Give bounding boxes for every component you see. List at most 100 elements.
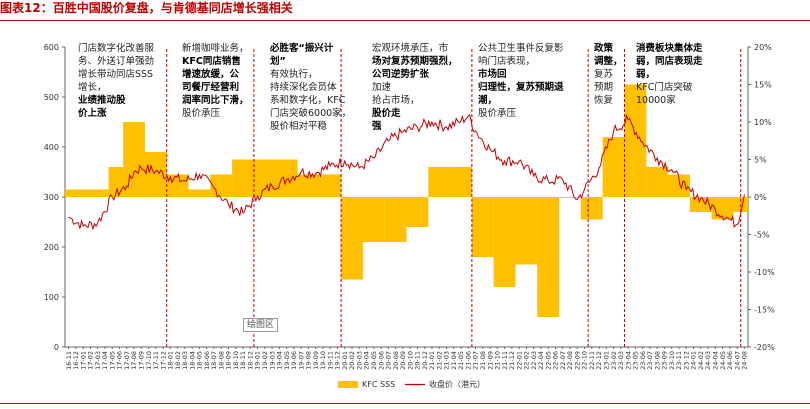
annotation-line: 响门店表现， [478, 56, 536, 67]
annotation-3: 必胜客“振兴计 划” 有效执行， 持续深化会员体 系和数字化，KFC 门店突破6000家，… [270, 42, 372, 133]
annotation-line: 场对复苏预期强烈， [372, 56, 458, 67]
annotation-line: 政策 [594, 43, 614, 54]
x-axis-tick-label: 17-04 [101, 351, 109, 370]
annotation-line: 消费板块集体走 [636, 43, 703, 54]
x-axis-tick-label: 17-09 [138, 351, 146, 370]
x-axis-tick-label: 23-09 [661, 351, 669, 370]
legend-bar-label: KFC SSS [362, 380, 395, 389]
annotation-line: 务、外送订单强劲 [78, 56, 155, 67]
annotation-1: 门店数字化改善服 务、外送订单强劲 增长带动同店SSS 增长， 业绩推动股 价上涨 [78, 42, 188, 120]
annotation-line: 调整， [594, 56, 623, 67]
sss-bar [65, 189, 109, 197]
sss-bar [602, 137, 625, 197]
x-axis-tick-label: 23-07 [646, 351, 654, 370]
sss-bar [232, 159, 254, 197]
annotation-line: 门店突破6000家， [270, 108, 352, 119]
x-axis-tick-label: 22-08 [566, 351, 574, 370]
x-axis-tick-label: 24-06 [726, 351, 734, 370]
x-axis-tick-label: 23-12 [682, 351, 690, 370]
x-axis-tick-label: 23-01 [603, 351, 611, 370]
x-axis-tick-label: 24-08 [741, 351, 749, 370]
x-axis-tick-label: 21-02 [435, 351, 443, 370]
x-axis-tick-label: 20-10 [406, 351, 414, 370]
x-axis-tick-label: 22-01 [515, 351, 523, 370]
x-axis-tick-label: 20-08 [392, 351, 400, 370]
annotation-2: 新增咖啡业务， KFC同店销售 增速放缓，公 司餐厅经营利 润率同比下滑， 股价承压 [182, 42, 274, 120]
x-axis-tick-label: 19-12 [334, 351, 342, 370]
x-axis-tick-label: 19-08 [305, 351, 313, 370]
annotation-line: 业绩推动股 [78, 95, 126, 106]
annotation-line: 系和数字化，KFC [270, 95, 346, 106]
legend-line-label: 收盘价（港元） [429, 379, 485, 389]
x-axis-tick-label: 17-10 [145, 351, 153, 370]
annotation-line: 10000家 [636, 95, 676, 106]
annotation-line: 强 [372, 121, 382, 132]
x-axis-tick-label: 17-01 [79, 351, 87, 370]
x-axis-tick-label: 19-11 [326, 351, 334, 370]
x-axis-tick-label: 17-11 [152, 351, 160, 370]
x-axis-tick-label: 22-04 [537, 351, 545, 370]
x-axis-tick-label: 24-01 [690, 351, 698, 370]
x-axis-tick-label: 21-12 [508, 351, 516, 370]
x-axis-tick-label: 20-11 [414, 351, 422, 370]
annotation-line: 增长带动同店SSS [78, 69, 154, 80]
title-rule [0, 20, 810, 21]
x-axis-tick-label: 21-10 [494, 351, 502, 370]
annotation-line: 司餐厅经营利 [182, 82, 240, 93]
right-axis-tick-label: -15% [754, 306, 775, 315]
sss-bar [188, 189, 211, 197]
x-axis-tick-label: 21-05 [457, 351, 465, 370]
x-axis-tick-label: 18-10 [232, 351, 240, 370]
x-axis-tick-label: 18-11 [239, 351, 247, 370]
x-axis-tick-label: 17-12 [159, 351, 167, 370]
x-axis-tick-label: 17-06 [116, 351, 124, 370]
sss-bar [493, 197, 516, 287]
x-axis-tick-label: 20-05 [370, 351, 378, 370]
x-axis-tick-label: 18-02 [174, 351, 182, 370]
x-axis-tick-label: 19-04 [276, 351, 284, 370]
x-axis-tick-label: 22-02 [523, 351, 531, 370]
annotation-line: 增速放缓，公 [182, 69, 240, 80]
x-axis-tick-label: 18-08 [217, 351, 225, 370]
sss-bar [711, 197, 734, 220]
x-axis-tick-label: 23-11 [675, 351, 683, 370]
x-axis-tick-label: 20-02 [348, 351, 356, 370]
right-axis-tick-label: 15% [754, 81, 772, 90]
left-axis-tick-label: 0 [54, 343, 59, 352]
annotation-line: 弱，同店表现走 [636, 56, 703, 67]
x-axis-tick-label: 17-08 [130, 351, 138, 370]
x-axis-tick-label: 23-10 [668, 351, 676, 370]
annotation-line: KFC同店销售 [182, 56, 241, 67]
x-axis-tick-label: 19-10 [319, 351, 327, 370]
annotation-5: 公共卫生事件反复影 响门店表现， 市场回 归理性，复苏预期退 潮， 股价承压 [478, 42, 582, 120]
x-axis-tick-label: 24-02 [697, 351, 705, 370]
x-axis-tick-label: 18-01 [167, 351, 175, 370]
x-axis-tick-label: 19-05 [283, 351, 291, 370]
annotation-line: 公共卫生事件反复影 [478, 43, 564, 54]
x-axis-tick-label: 21-07 [472, 351, 480, 370]
annotation-line: 润率同比下滑， [182, 95, 249, 106]
x-axis-tick-label: 18-05 [196, 351, 204, 370]
annotation-line: 有效执行， [270, 69, 318, 80]
left-axis-tick-label: 300 [44, 193, 59, 202]
annotation-line: 股价承压 [478, 108, 517, 119]
left-axis-tick-label: 600 [44, 43, 59, 52]
x-axis-tick-label: 22-03 [530, 351, 538, 370]
sss-bar [471, 197, 494, 257]
x-axis-tick-label: 23-06 [639, 351, 647, 370]
annotation-6: 政策 调整， 复苏 预期 恢复 [594, 42, 630, 107]
annotation-line: 新增咖啡业务， [182, 43, 249, 54]
x-axis-tick-label: 19-02 [261, 351, 269, 370]
x-axis-tick-label: 21-01 [428, 351, 436, 370]
price-line [68, 113, 745, 231]
sss-bar [341, 197, 363, 280]
left-axis-tick-label: 100 [44, 293, 59, 302]
x-axis-tick-label: 21-04 [450, 351, 458, 370]
annotation-line: 公司逆势扩张 [372, 69, 430, 80]
left-axis-tick-label: 200 [44, 243, 59, 252]
annotation-line: 宏观环境承压，市 [372, 43, 449, 54]
left-axis-tick-label: 400 [44, 143, 59, 152]
annotation-line: 抢占市场， [372, 95, 420, 106]
sss-bar [297, 174, 342, 197]
